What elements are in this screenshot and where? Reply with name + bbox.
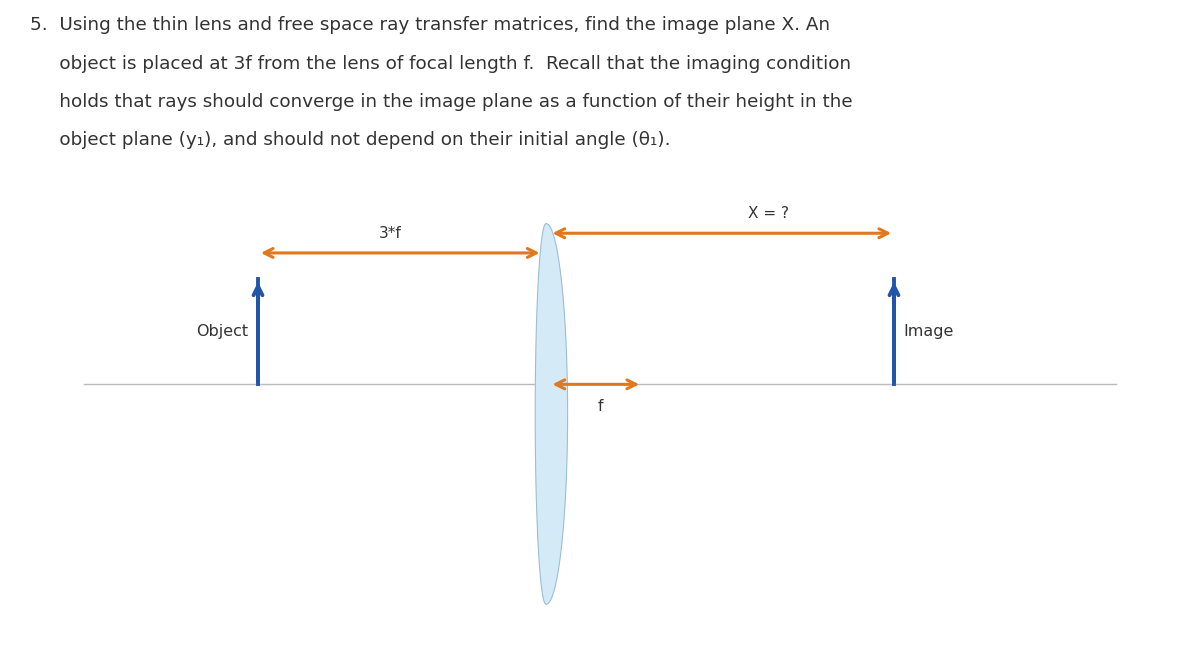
Text: Object: Object — [197, 325, 248, 339]
Text: 3*f: 3*f — [379, 226, 401, 241]
Text: object is placed at 3f from the lens of focal length f.  Recall that the imaging: object is placed at 3f from the lens of … — [30, 55, 851, 72]
Polygon shape — [535, 223, 568, 604]
Text: X = ?: X = ? — [748, 206, 788, 221]
Text: object plane (y₁), and should not depend on their initial angle (θ₁).: object plane (y₁), and should not depend… — [30, 131, 671, 148]
Text: 5.  Using the thin lens and free space ray transfer matrices, find the image pla: 5. Using the thin lens and free space ra… — [30, 16, 830, 34]
Text: Image: Image — [904, 325, 954, 339]
Text: holds that rays should converge in the image plane as a function of their height: holds that rays should converge in the i… — [30, 93, 853, 110]
Text: f: f — [598, 399, 602, 414]
